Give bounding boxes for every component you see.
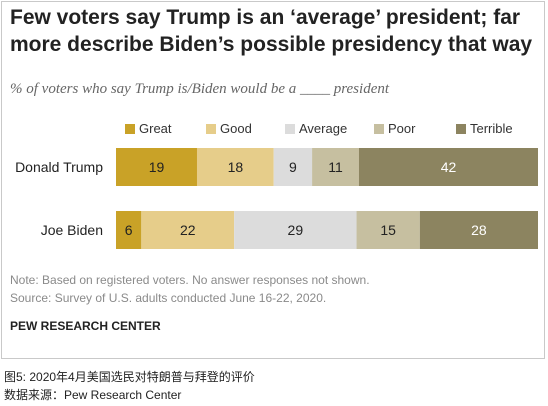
legend-swatch-average — [285, 124, 295, 134]
bar-value-donald-trump-great: 19 — [149, 159, 165, 175]
chart-frame: Few voters say Trump is an ‘average’ pre… — [1, 1, 545, 359]
category-label-joe-biden: Joe Biden — [41, 222, 103, 238]
bar-value-joe-biden-terrible: 28 — [471, 222, 487, 238]
bar-value-donald-trump-average: 9 — [289, 159, 297, 175]
bar-donald-trump-terrible — [358, 148, 538, 186]
legend-label-great: Great — [139, 121, 172, 136]
legend-swatch-great — [125, 124, 135, 134]
legend-swatch-terrible — [456, 124, 466, 134]
bar-value-joe-biden-average: 29 — [288, 222, 304, 238]
bar-value-donald-trump-terrible: 42 — [441, 159, 457, 175]
legend-label-poor: Poor — [388, 121, 416, 136]
category-label-donald-trump: Donald Trump — [15, 159, 103, 175]
legend-swatch-poor — [374, 124, 384, 134]
bar-donald-trump-poor — [312, 148, 359, 186]
bar-joe-biden-average — [234, 211, 357, 249]
brand-label: PEW RESEARCH CENTER — [10, 319, 161, 333]
figure-source-caption: 数据来源：Pew Research Center — [4, 388, 182, 402]
stacked-bar-chart: Great Good Average Poor Terrible Donald Trump… — [15, 121, 538, 249]
bar-joe-biden-terrible — [419, 211, 538, 249]
bar-joe-biden-good — [141, 211, 235, 249]
chart-subtitle: % of voters who say Trump is/Biden would… — [10, 81, 390, 97]
chart-source: Source: Survey of U.S. adults conducted … — [10, 291, 327, 305]
bar-value-donald-trump-poor: 11 — [328, 159, 343, 175]
legend-label-average: Average — [299, 121, 347, 136]
bar-value-joe-biden-great: 6 — [125, 222, 133, 238]
figure-caption: 图5: 2020年4月美国选民对特朗普与拜登的评价 — [4, 370, 255, 384]
bar-joe-biden-poor — [356, 211, 420, 249]
chart-title: Few voters say Trump is an ‘average’ pre… — [10, 6, 533, 56]
bar-donald-trump-good — [196, 148, 274, 186]
bar-joe-biden-great — [116, 211, 142, 249]
legend-label-good: Good — [220, 121, 252, 136]
legend-swatch-good — [206, 124, 216, 134]
bar-donald-trump-average — [273, 148, 313, 186]
legend-label-terrible: Terrible — [470, 121, 513, 136]
chart-note: Note: Based on registered voters. No ans… — [10, 273, 370, 287]
bar-value-donald-trump-good: 18 — [228, 159, 244, 175]
bar-value-joe-biden-poor: 15 — [380, 222, 396, 238]
bar-donald-trump-great — [116, 148, 197, 186]
bar-value-joe-biden-good: 22 — [180, 222, 196, 238]
